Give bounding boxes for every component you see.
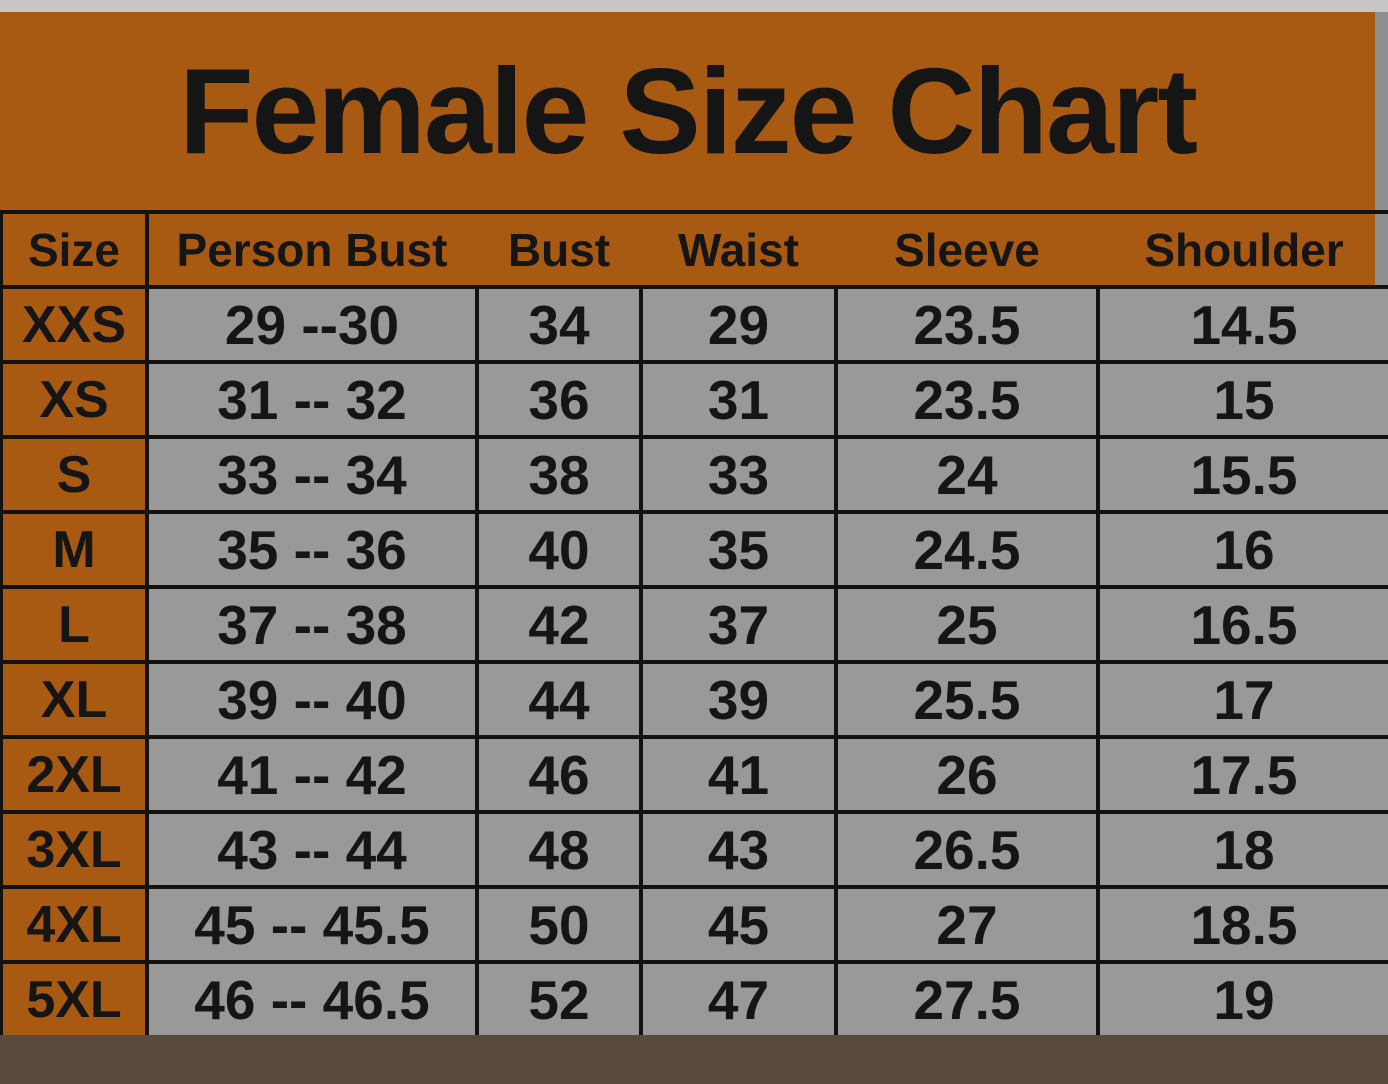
sleeve-cell: 25 bbox=[838, 589, 1096, 660]
size-cell: 3XL bbox=[3, 814, 145, 885]
size-chart-table: Size Person Bust Bust Waist Sleeve Shoul… bbox=[0, 210, 1388, 1035]
header-cell-size: Size bbox=[27, 223, 121, 276]
shoulder-cell: 18 bbox=[1100, 814, 1388, 885]
bust-cell: 38 bbox=[479, 439, 639, 510]
person-bust-cell: 31 -- 32 bbox=[149, 364, 475, 435]
size-cell: S bbox=[3, 439, 145, 510]
sleeve-cell: 23.5 bbox=[838, 364, 1096, 435]
header-cell-bust: Bust bbox=[507, 223, 611, 276]
shoulder-cell: 16.5 bbox=[1100, 589, 1388, 660]
sleeve-cell: 24 bbox=[838, 439, 1096, 510]
bust-cell: 40 bbox=[479, 514, 639, 585]
top-edge-strip bbox=[0, 0, 1388, 12]
table-body: XXS 29 --30 34 29 23.5 14.5 XS 31 -- 32 … bbox=[0, 289, 1388, 1035]
header-cell-waist: Waist bbox=[678, 223, 799, 276]
person-bust-cell: 37 -- 38 bbox=[149, 589, 475, 660]
waist-cell: 29 bbox=[643, 289, 834, 360]
shoulder-cell: 17 bbox=[1100, 664, 1388, 735]
header-cell-shoulder: Shoulder bbox=[1144, 223, 1344, 276]
size-cell: M bbox=[3, 514, 145, 585]
waist-cell: 45 bbox=[643, 889, 834, 960]
bust-cell: 46 bbox=[479, 739, 639, 810]
waist-cell: 47 bbox=[643, 964, 834, 1035]
sleeve-cell: 26 bbox=[838, 739, 1096, 810]
waist-cell: 31 bbox=[643, 364, 834, 435]
waist-cell: 35 bbox=[643, 514, 834, 585]
sleeve-cell: 23.5 bbox=[838, 289, 1096, 360]
header-cell-sleeve: Sleeve bbox=[894, 223, 1040, 276]
bust-cell: 42 bbox=[479, 589, 639, 660]
shoulder-cell: 18.5 bbox=[1100, 889, 1388, 960]
person-bust-cell: 29 --30 bbox=[149, 289, 475, 360]
table-header-row: Size Person Bust Bust Waist Sleeve Shoul… bbox=[0, 210, 1388, 289]
bust-cell: 36 bbox=[479, 364, 639, 435]
bust-cell: 44 bbox=[479, 664, 639, 735]
header-cell-person-bust: Person Bust bbox=[176, 223, 448, 276]
size-cell: XL bbox=[3, 664, 145, 735]
page-title: Female Size Chart bbox=[179, 43, 1198, 179]
sleeve-cell: 27.5 bbox=[838, 964, 1096, 1035]
waist-cell: 33 bbox=[643, 439, 834, 510]
title-banner: Female Size Chart bbox=[0, 12, 1388, 210]
shoulder-cell: 19 bbox=[1100, 964, 1388, 1035]
shoulder-cell: 17.5 bbox=[1100, 739, 1388, 810]
size-cell: 5XL bbox=[3, 964, 145, 1035]
shoulder-cell: 14.5 bbox=[1100, 289, 1388, 360]
person-bust-cell: 43 -- 44 bbox=[149, 814, 475, 885]
waist-cell: 39 bbox=[643, 664, 834, 735]
bottom-edge-strip bbox=[0, 1035, 1388, 1084]
sleeve-cell: 25.5 bbox=[838, 664, 1096, 735]
bust-cell: 50 bbox=[479, 889, 639, 960]
size-cell: L bbox=[3, 589, 145, 660]
waist-cell: 37 bbox=[643, 589, 834, 660]
size-cell: 4XL bbox=[3, 889, 145, 960]
size-cell: 2XL bbox=[3, 739, 145, 810]
waist-cell: 41 bbox=[643, 739, 834, 810]
header-divider-line bbox=[145, 214, 149, 285]
bust-cell: 48 bbox=[479, 814, 639, 885]
waist-cell: 43 bbox=[643, 814, 834, 885]
person-bust-cell: 35 -- 36 bbox=[149, 514, 475, 585]
shoulder-cell: 16 bbox=[1100, 514, 1388, 585]
person-bust-cell: 45 -- 45.5 bbox=[149, 889, 475, 960]
person-bust-cell: 33 -- 34 bbox=[149, 439, 475, 510]
shoulder-cell: 15 bbox=[1100, 364, 1388, 435]
sleeve-cell: 24.5 bbox=[838, 514, 1096, 585]
bust-cell: 34 bbox=[479, 289, 639, 360]
person-bust-cell: 41 -- 42 bbox=[149, 739, 475, 810]
size-cell: XS bbox=[3, 364, 145, 435]
shoulder-cell: 15.5 bbox=[1100, 439, 1388, 510]
person-bust-cell: 46 -- 46.5 bbox=[149, 964, 475, 1035]
sleeve-cell: 27 bbox=[838, 889, 1096, 960]
bust-cell: 52 bbox=[479, 964, 639, 1035]
sleeve-cell: 26.5 bbox=[838, 814, 1096, 885]
size-cell: XXS bbox=[3, 289, 145, 360]
person-bust-cell: 39 -- 40 bbox=[149, 664, 475, 735]
